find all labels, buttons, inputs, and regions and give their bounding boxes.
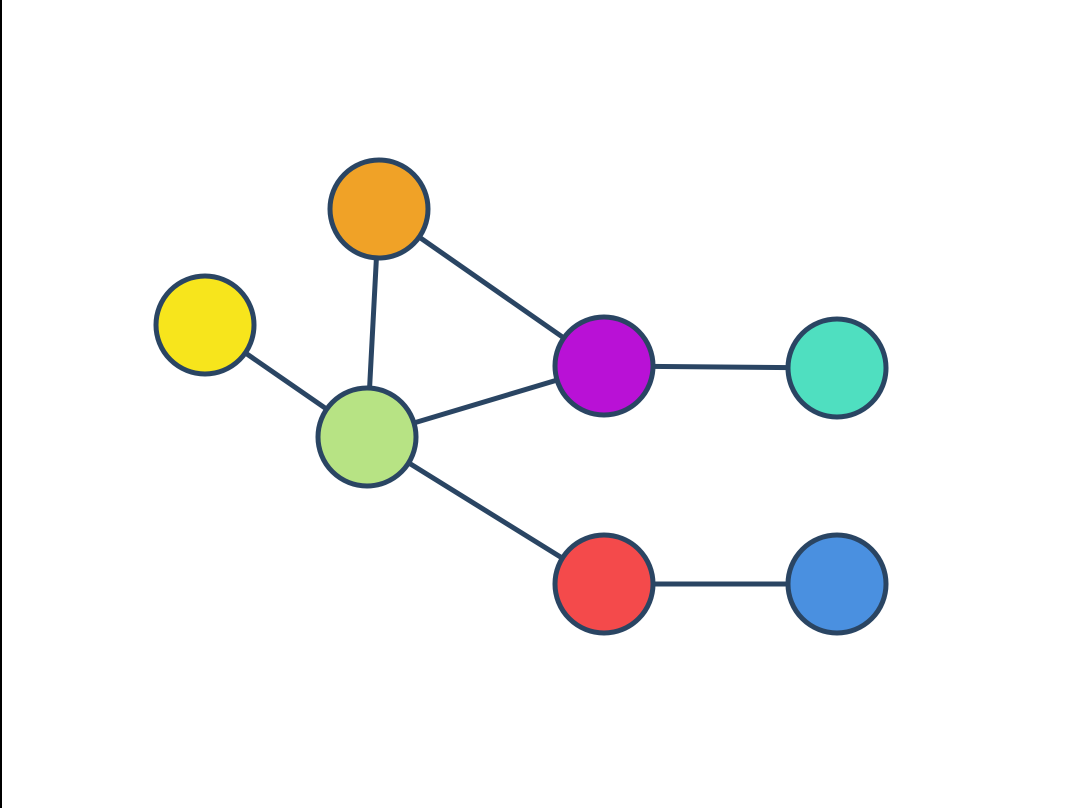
graph-nodes bbox=[153, 157, 889, 636]
node-teal bbox=[785, 316, 889, 420]
node-red bbox=[552, 532, 656, 636]
node-light-green bbox=[315, 385, 419, 489]
node-purple bbox=[552, 314, 656, 418]
node-yellow bbox=[153, 273, 257, 377]
node-blue bbox=[785, 532, 889, 636]
left-border-line bbox=[0, 0, 2, 808]
node-orange bbox=[327, 157, 431, 261]
graph-edges bbox=[202, 206, 840, 587]
